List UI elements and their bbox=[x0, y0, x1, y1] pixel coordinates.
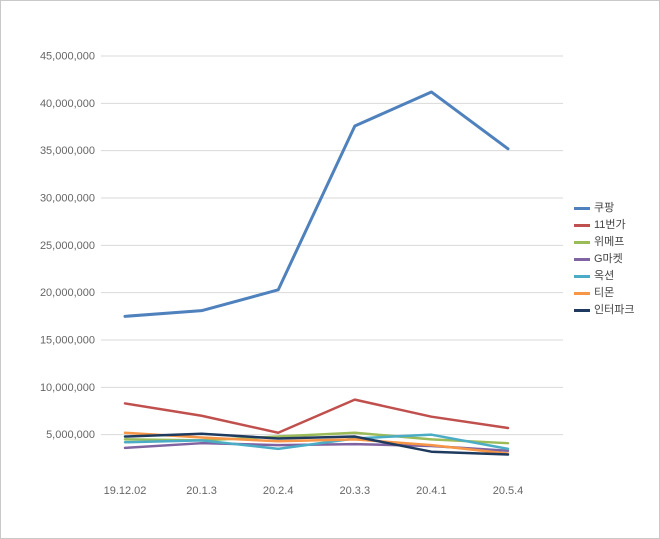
legend-item-5: 티몬 bbox=[574, 287, 634, 299]
legend-item-3: G마켓 bbox=[574, 253, 634, 265]
x-axis-tick-label: 20.4.1 bbox=[416, 485, 447, 497]
x-axis-tick-label: 20.5.4 bbox=[493, 485, 524, 497]
legend-label: G마켓 bbox=[594, 253, 623, 265]
legend-label: 위메프 bbox=[594, 236, 625, 248]
legend-marker bbox=[574, 291, 590, 295]
y-axis-tick-label: 35,000,000 bbox=[40, 145, 95, 157]
legend-item-0: 쿠팡 bbox=[574, 202, 634, 214]
legend-item-6: 인터파크 bbox=[574, 304, 634, 316]
y-axis-tick-label: 30,000,000 bbox=[40, 193, 95, 205]
y-axis-tick-label: 25,000,000 bbox=[40, 240, 95, 252]
series-line-1 bbox=[123, 398, 510, 435]
legend-label: 인터파크 bbox=[594, 304, 635, 316]
legend-item-2: 위메프 bbox=[574, 236, 634, 248]
series-line-4 bbox=[123, 433, 510, 451]
legend-label: 티몬 bbox=[594, 287, 615, 299]
x-axis-tick-label: 20.2.4 bbox=[263, 485, 294, 497]
legend-marker bbox=[574, 308, 590, 312]
x-axis-tick-label: 20.1.3 bbox=[186, 485, 217, 497]
legend-item-1: 11번가 bbox=[574, 219, 634, 231]
legend-label: 11번가 bbox=[594, 219, 626, 231]
y-axis-tick-label: 20,000,000 bbox=[40, 287, 95, 299]
y-axis-tick-label: 5,000,000 bbox=[46, 429, 95, 441]
legend-item-4: 옥션 bbox=[574, 270, 634, 282]
y-axis-tick-label: 10,000,000 bbox=[40, 382, 95, 394]
x-axis-tick-label: 19.12.02 bbox=[104, 485, 147, 497]
legend-marker bbox=[574, 223, 590, 227]
legend-marker bbox=[574, 240, 590, 244]
legend-marker bbox=[574, 206, 590, 210]
y-axis-tick-label: 40,000,000 bbox=[40, 98, 95, 110]
y-axis-tick-label: 45,000,000 bbox=[40, 51, 95, 63]
x-axis-tick-label: 20.3.3 bbox=[340, 485, 371, 497]
legend-marker bbox=[574, 257, 590, 261]
series-line-0 bbox=[123, 90, 510, 318]
series-line-6 bbox=[123, 432, 510, 456]
y-axis-tick-label: 15,000,000 bbox=[40, 335, 95, 347]
legend-label: 옥션 bbox=[594, 270, 615, 282]
series-line-5 bbox=[123, 431, 510, 455]
legend-marker bbox=[574, 274, 590, 278]
legend-label: 쿠팡 bbox=[594, 202, 615, 214]
